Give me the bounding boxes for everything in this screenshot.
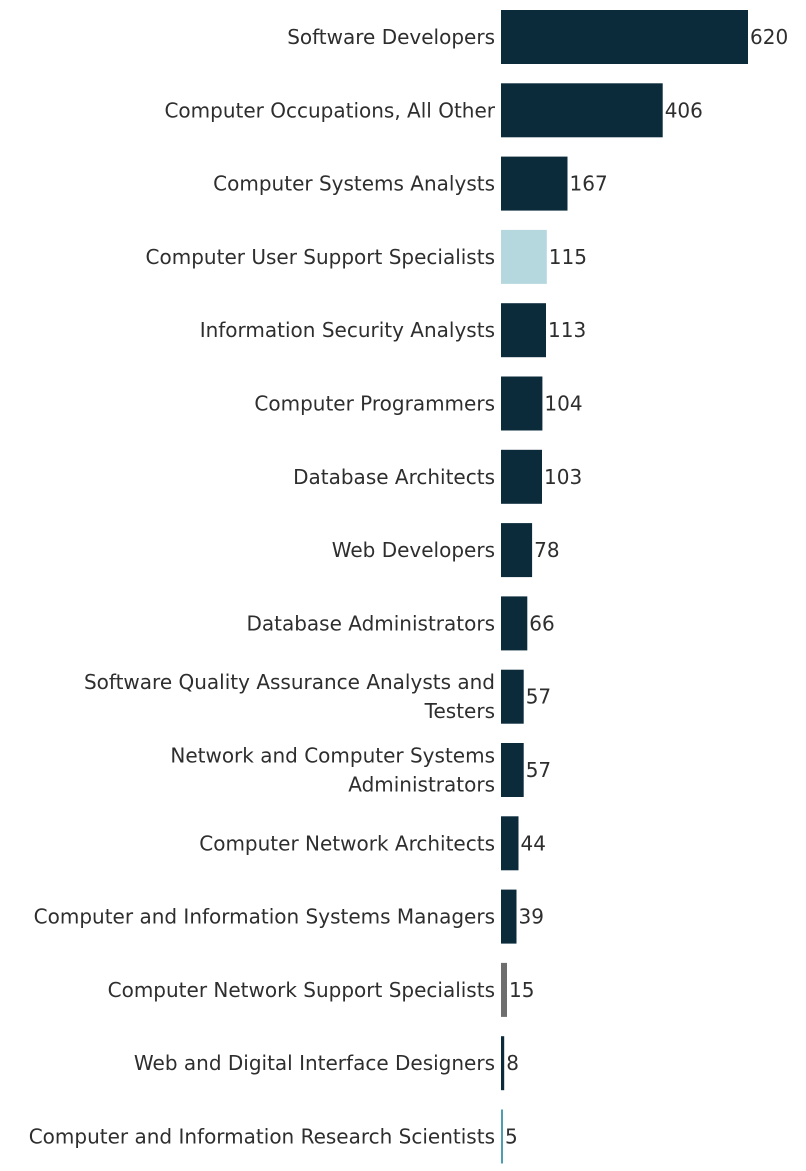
category-label-13: Computer and Information Systems Manager…	[34, 905, 495, 929]
bar-12	[501, 816, 519, 871]
bar-6	[501, 376, 543, 431]
value-label-14: 15	[509, 978, 534, 1002]
value-label-7: 103	[544, 465, 582, 489]
category-label-line: Network and Computer Systems	[170, 744, 495, 768]
value-label-10: 57	[526, 685, 551, 709]
category-label-16: Computer and Information Research Scient…	[29, 1125, 495, 1149]
category-label-line: Computer Systems Analysts	[213, 172, 495, 196]
category-label-11: Network and Computer Systems Administrato…	[170, 744, 495, 797]
category-label-line: Computer and Information Systems Manager…	[34, 905, 495, 929]
value-label-12: 44	[521, 831, 546, 855]
category-label-9: Database Administrators	[246, 611, 495, 635]
value-label-16: 5	[505, 1125, 518, 1149]
category-label-line: Computer Occupations, All Other	[164, 98, 495, 122]
value-label-11: 57	[526, 758, 551, 782]
value-label-8: 78	[534, 538, 559, 562]
category-label-line: Computer User Support Specialists	[146, 245, 495, 269]
category-label-3: Computer Systems Analysts	[213, 172, 495, 196]
value-label-3: 167	[570, 172, 608, 196]
category-label-10: Software Quality Assurance Analysts and T…	[84, 670, 495, 723]
bar-8	[501, 523, 533, 578]
category-label-line: Web and Digital Interface Designers	[134, 1051, 495, 1075]
category-label-line: Administrators	[348, 773, 495, 797]
value-label-13: 39	[519, 905, 544, 929]
bar-14	[501, 962, 507, 1017]
category-label-8: Web Developers	[332, 538, 495, 562]
value-label-9: 66	[529, 611, 554, 635]
value-label-1: 620	[750, 25, 788, 49]
bar-2	[501, 83, 663, 138]
bar-11	[501, 743, 524, 797]
value-label-4: 115	[549, 245, 587, 269]
category-label-7: Database Architects	[293, 465, 495, 489]
category-label-line: Computer Network Support Specialists	[108, 978, 495, 1002]
value-label-2: 406	[665, 98, 703, 122]
bar-9	[501, 596, 528, 651]
category-label-line: Database Architects	[293, 465, 495, 489]
category-label-line: Testers	[424, 699, 495, 723]
value-label-6: 104	[544, 392, 582, 416]
category-label-14: Computer Network Support Specialists	[108, 978, 495, 1002]
bar-16	[501, 1109, 503, 1164]
bar-1	[501, 10, 748, 64]
bar-5	[501, 303, 546, 358]
category-label-line: Web Developers	[332, 538, 495, 562]
bar-10	[501, 669, 524, 724]
bar-4	[501, 229, 547, 284]
bar-13	[501, 889, 517, 944]
category-label-line: Computer Network Architects	[199, 831, 495, 855]
category-label-line: Computer and Information Research Scient…	[29, 1125, 495, 1149]
category-label-1: Software Developers	[287, 25, 495, 49]
value-label-15: 8	[506, 1051, 519, 1075]
category-label-line: Database Administrators	[246, 611, 495, 635]
category-label-6: Computer Programmers	[254, 392, 495, 416]
category-label-2: Computer Occupations, All Other	[164, 98, 495, 122]
value-label-5: 113	[548, 318, 586, 342]
category-label-12: Computer Network Architects	[199, 831, 495, 855]
category-label-line: Computer Programmers	[254, 392, 495, 416]
bar-3	[501, 156, 568, 211]
bar-15	[501, 1036, 505, 1091]
category-label-5: Information Security Analysts	[200, 318, 495, 342]
category-label-line: Software Developers	[287, 25, 495, 49]
category-label-line: Software Quality Assurance Analysts and	[84, 670, 495, 694]
category-label-15: Web and Digital Interface Designers	[134, 1051, 495, 1075]
category-label-line: Information Security Analysts	[200, 318, 495, 342]
bar-7	[501, 449, 542, 504]
category-label-4: Computer User Support Specialists	[146, 245, 495, 269]
